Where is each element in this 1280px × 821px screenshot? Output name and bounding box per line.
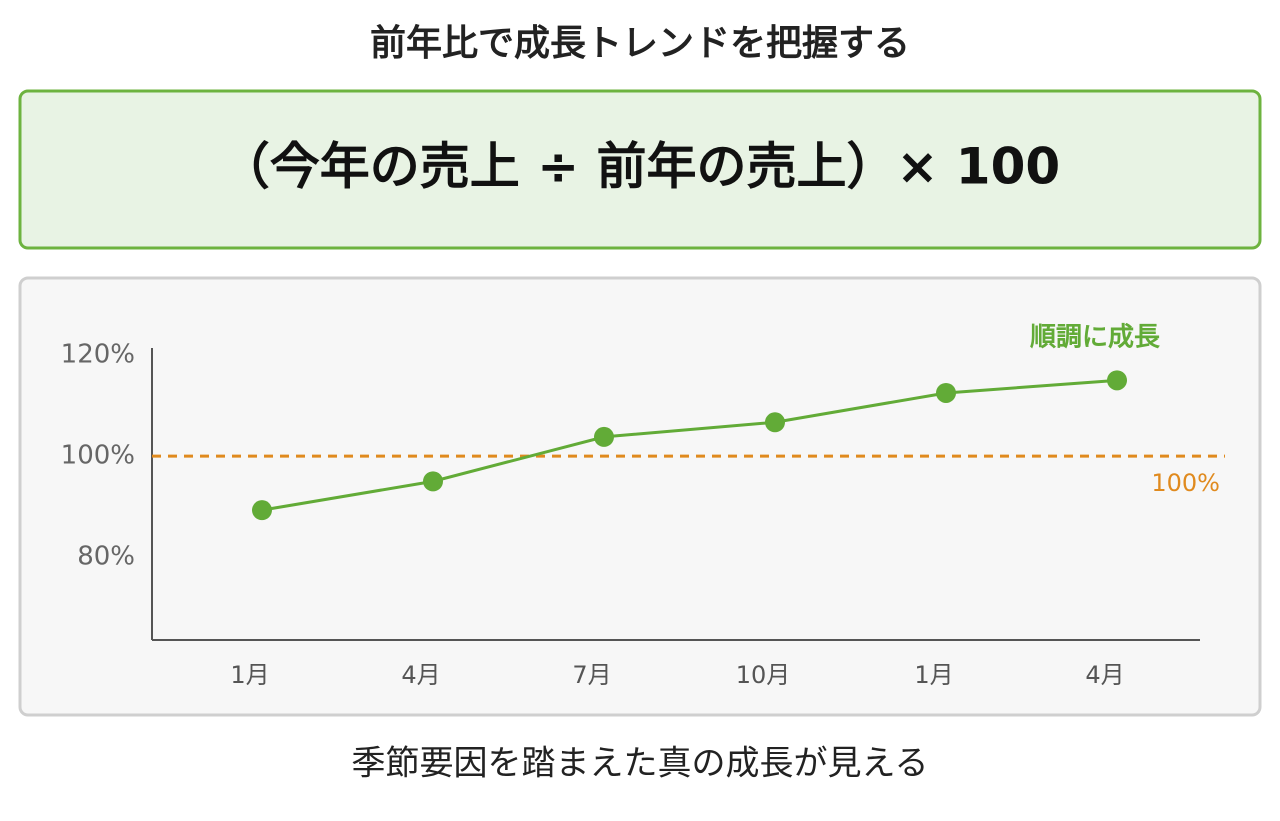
data-point [936, 382, 956, 403]
data-point [594, 426, 614, 447]
x-tick-label: 1月 [230, 661, 269, 689]
data-point [765, 412, 785, 433]
data-point [1107, 370, 1127, 391]
x-tick-label: 7月 [572, 661, 611, 689]
formula: （今年の売上 ÷ 前年の売上）× 100 [220, 138, 1060, 196]
x-tick-label: 4月 [401, 661, 440, 689]
x-tick-label: 1月 [914, 661, 953, 689]
reference-label: 100% [1151, 469, 1220, 497]
series-line [261, 378, 1118, 512]
y-tick-label: 100% [61, 441, 135, 471]
data-point [252, 500, 272, 521]
y-tick-label: 120% [61, 340, 135, 370]
page-title: 前年比で成長トレンドを把握する [370, 23, 910, 64]
formula-box [18, 89, 1262, 250]
annotation: 順調に成長 [1030, 323, 1160, 353]
x-tick-label: 10月 [736, 661, 791, 689]
data-point [423, 471, 443, 492]
x-tick-label: 4月 [1085, 661, 1124, 689]
caption: 季節要因を踏まえた真の成長が見える [352, 744, 929, 784]
y-tick-label: 80% [77, 542, 135, 572]
